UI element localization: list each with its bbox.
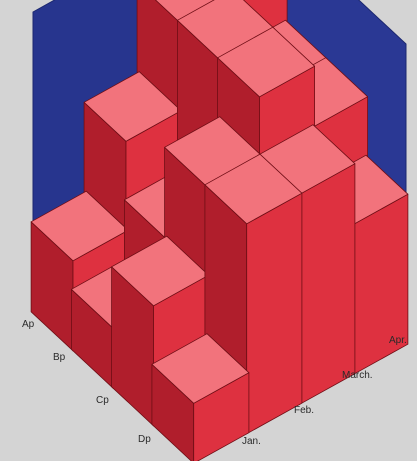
bar-top-face xyxy=(151,333,250,404)
row-tick-label: Bp xyxy=(53,352,66,363)
row-tick-label: Ap xyxy=(22,319,35,330)
column-tick-label: March. xyxy=(342,370,373,381)
bar-front-face xyxy=(299,163,356,405)
bar-Cp-Jan. xyxy=(111,235,210,427)
column-tick-label: Jan. xyxy=(242,436,261,447)
column-tick-label: Feb. xyxy=(294,405,314,416)
bar-front-face xyxy=(246,192,303,435)
bar-top-face xyxy=(83,71,182,142)
column-tick-label: Apr. xyxy=(389,335,407,346)
bar-Dp-Jan. xyxy=(151,333,250,461)
row-tick-label: Dp xyxy=(138,434,151,445)
bar-top-face xyxy=(30,190,129,262)
bar-front-face xyxy=(352,193,409,376)
bar-top-face xyxy=(217,26,316,98)
bar-top-face xyxy=(111,235,210,307)
bar-top-face xyxy=(204,153,303,225)
bars-layer xyxy=(30,0,409,461)
row-tick-label: Cp xyxy=(96,395,109,406)
